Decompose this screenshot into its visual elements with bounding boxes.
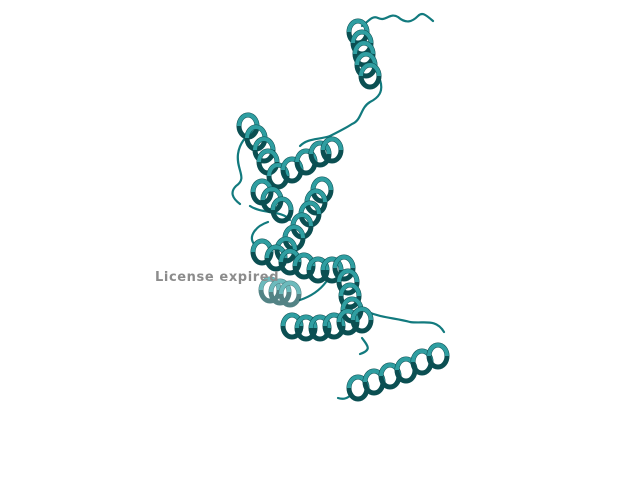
helix-upper-horizontal: [269, 139, 341, 187]
license-expired-watermark: License expired: [155, 270, 280, 285]
helix-top: [349, 21, 379, 87]
helix-upper-left: [239, 115, 277, 173]
helix-lower-horizontal: [283, 309, 371, 339]
